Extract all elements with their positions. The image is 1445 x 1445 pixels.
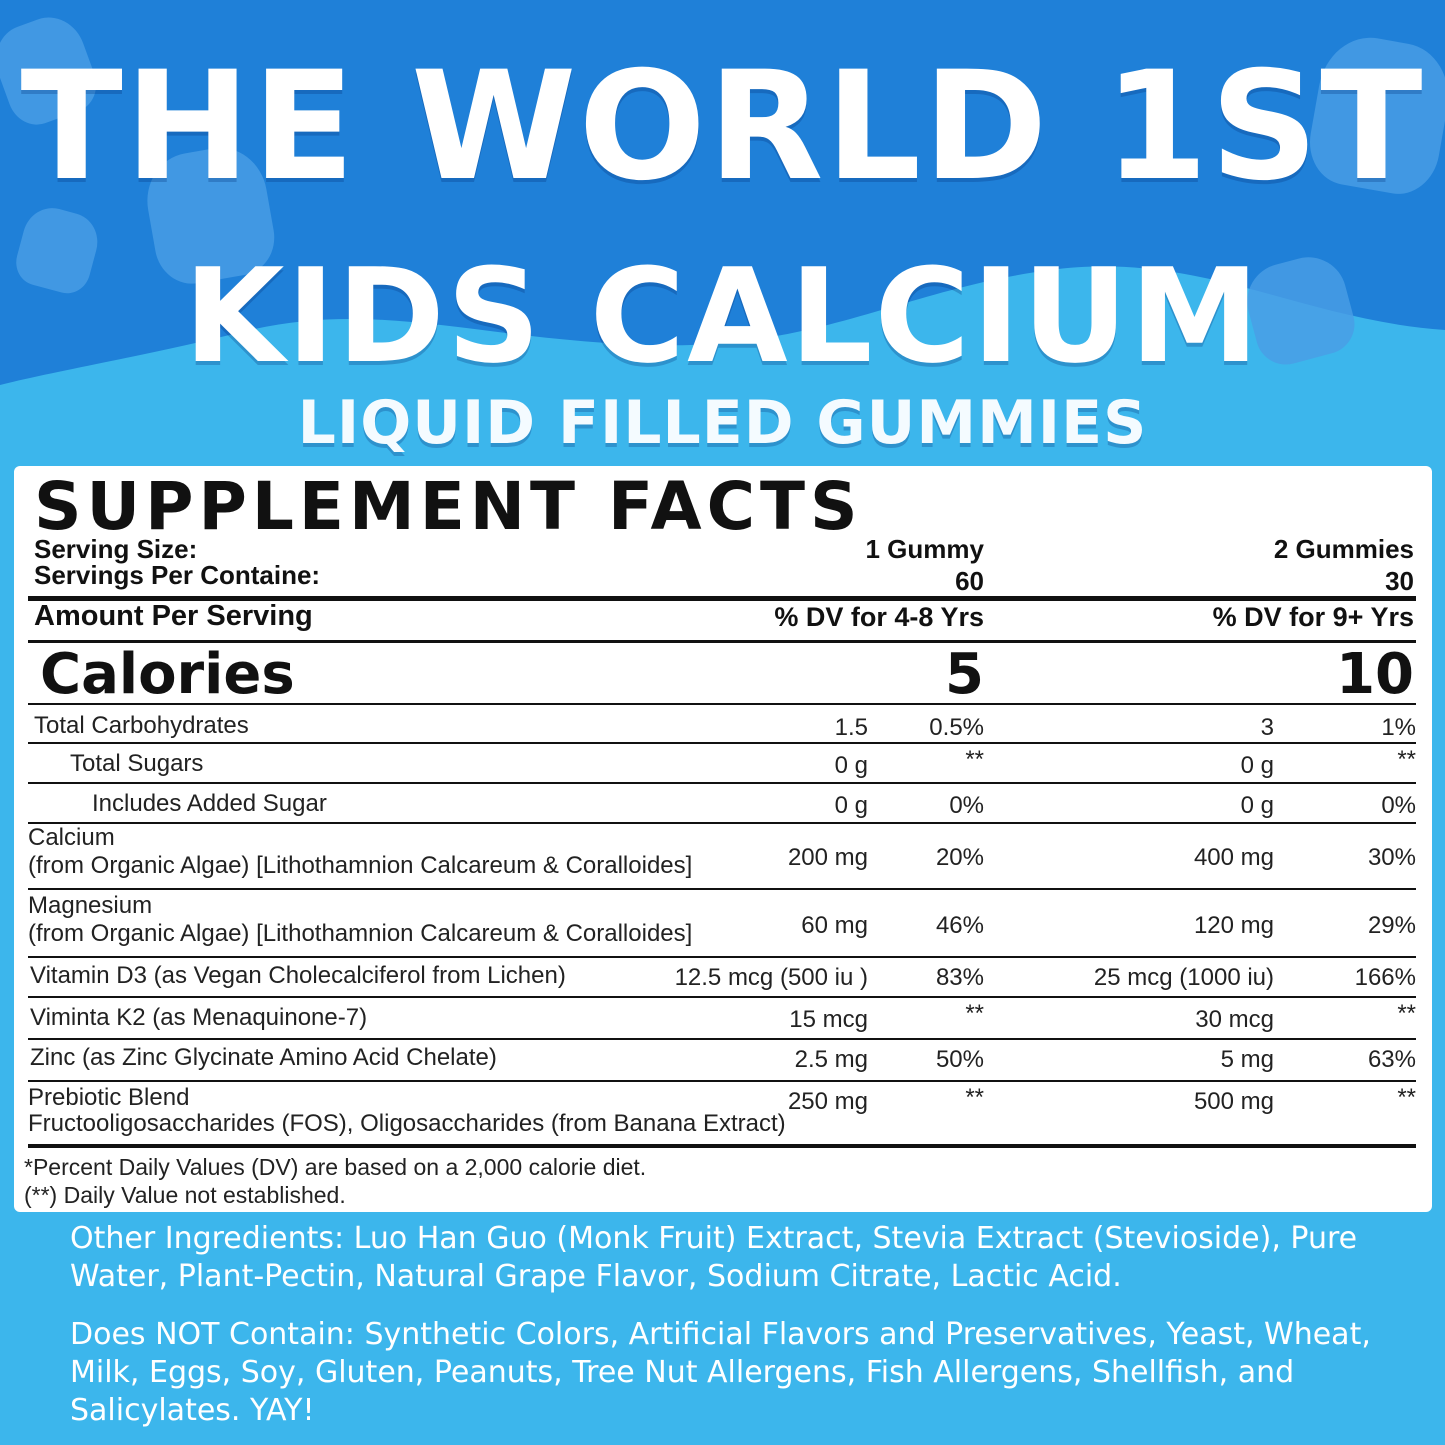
nutrient-source: Fructooligosaccharides (FOS), Oligosacch… (28, 1110, 786, 1137)
dv-col1: ** (965, 1000, 984, 1027)
divider (28, 888, 1416, 890)
dv-col1: 46% (935, 912, 984, 939)
dv-col2: 1% (1381, 714, 1416, 741)
nutrient-source: (from Organic Algae) [Lithothamnion Calc… (28, 920, 693, 947)
calories-col2: 10 (1336, 642, 1414, 707)
amount-col1: 0 g (834, 792, 868, 819)
nutrient-name: Total Carbohydrates (34, 712, 249, 739)
nutrient-name: Prebiotic Blend (28, 1084, 190, 1111)
dv-col2: ** (1397, 1084, 1416, 1111)
divider (28, 640, 1416, 643)
nutrient-row: Includes Added Sugar 0 g 0% 0 g 0% (14, 784, 1432, 824)
footnote-dv: *Percent Daily Values (DV) are based on … (24, 1154, 647, 1180)
nutrient-name: Magnesium (28, 892, 153, 919)
nutrient-source: (from Organic Algae) [Lithothamnion Calc… (28, 852, 693, 879)
serving-size-col2: 2 Gummies (1273, 534, 1414, 564)
amount-col1: 15 mcg (789, 1006, 868, 1033)
amount-col2: 30 mcg (1195, 1006, 1274, 1033)
dv-col1: 83% (935, 964, 984, 991)
dv-header-col1: % DV for 4-8 Yrs (774, 602, 984, 632)
nutrient-row: Prebiotic Blend Fructooligosaccharides (F… (14, 1082, 1432, 1144)
does-not-contain: Does NOT Contain: Synthetic Colors, Arti… (70, 1317, 1371, 1428)
nutrient-name: Viminta K2 (as Menaquinone-7) (30, 1004, 368, 1031)
amount-col1: 12.5 mcg (500 iu ) (674, 964, 868, 991)
serving-size-col1: 1 Gummy (865, 534, 985, 564)
servings-col2: 30 (1385, 566, 1414, 596)
dv-col2: 30% (1367, 844, 1416, 871)
amount-col2: 0 g (1240, 792, 1274, 819)
divider (28, 956, 1416, 958)
amount-col1: 0 g (834, 752, 868, 779)
headline-line-1: THE WORLD 1ST (20, 40, 1425, 214)
amount-col1: 60 mg (801, 912, 868, 939)
servings-per-container-label: Servings Per Containe: (34, 560, 321, 590)
amount-col2: 3 (1260, 714, 1274, 741)
nutrient-name: Zinc (as Zinc Glycinate Amino Acid Chela… (30, 1044, 497, 1071)
dv-col2: ** (1397, 746, 1416, 773)
dv-col1: 0% (949, 792, 984, 819)
amount-per-serving-label: Amount Per Serving (34, 600, 313, 632)
dv-col2: 29% (1367, 912, 1416, 939)
amount-col2: 400 mg (1193, 844, 1274, 871)
divider (28, 742, 1416, 744)
amount-col1: 200 mg (787, 844, 868, 871)
supplement-facts-panel: SUPPLEMENT FACTS Serving Size: Servings … (14, 466, 1432, 1212)
dv-col1: ** (965, 746, 984, 773)
divider (28, 1038, 1416, 1040)
dv-col1: 0.5% (929, 714, 984, 741)
servings-col1: 60 (955, 566, 984, 596)
other-ingredients: Other Ingredients: Luo Han Guo (Monk Fru… (70, 1221, 1358, 1294)
nutrient-row: Total Carbohydrates 1.5 0.5% 3 1% (14, 706, 1432, 744)
divider (28, 822, 1416, 824)
divider (28, 996, 1416, 998)
dv-col2: 166% (1354, 964, 1416, 991)
dv-col1: 20% (935, 844, 984, 871)
nutrient-name: Calcium (28, 824, 115, 851)
dv-col2: ** (1397, 1000, 1416, 1027)
divider (28, 596, 1416, 601)
nutrient-row: Zinc (as Zinc Glycinate Amino Acid Chela… (14, 1038, 1432, 1082)
headline-line-2: KIDS CALCIUM (183, 240, 1262, 392)
dv-col2: 0% (1381, 792, 1416, 819)
nutrient-name: Vitamin D3 (as Vegan Cholecalciferol fro… (30, 962, 566, 989)
wave-background (0, 0, 1445, 385)
amount-col2: 25 mcg (1000 iu) (1093, 964, 1274, 991)
amount-col1: 2.5 mg (794, 1046, 868, 1073)
serving-size-label: Serving Size: (34, 534, 198, 564)
headline-line-3: LIQUID FILLED GUMMIES (297, 388, 1148, 458)
footnote-not-established: (**) Daily Value not established. (24, 1182, 346, 1208)
dv-col2: 63% (1367, 1046, 1416, 1073)
nutrient-row: Magnesium (from Organic Algae) [Lithotham… (14, 890, 1432, 958)
calories-label: Calories (40, 642, 295, 707)
amount-col2: 0 g (1240, 752, 1274, 779)
amount-col2: 5 mg (1220, 1046, 1274, 1073)
nutrient-row: Viminta K2 (as Menaquinone-7) 15 mcg ** 30 … (14, 998, 1432, 1040)
nutrient-name: Includes Added Sugar (92, 790, 327, 817)
nutrient-row: Vitamin D3 (as Vegan Cholecalciferol fro… (14, 956, 1432, 998)
calories-col1: 5 (945, 642, 984, 707)
dv-col1: ** (965, 1084, 984, 1111)
amount-col1: 1.5 (834, 714, 868, 741)
nutrient-name: Total Sugars (70, 750, 204, 777)
divider-thick (28, 1144, 1416, 1148)
nutrient-row: Calcium (from Organic Algae) [Lithothamni… (14, 822, 1432, 890)
amount-col2: 500 mg (1193, 1088, 1274, 1115)
divider (28, 1080, 1416, 1082)
amount-col1: 250 mg (787, 1088, 868, 1115)
dv-col1: 50% (935, 1046, 984, 1073)
divider (28, 703, 1416, 705)
facts-title: SUPPLEMENT FACTS (34, 468, 863, 545)
dv-header-col2: % DV for 9+ Yrs (1212, 602, 1414, 632)
divider (28, 782, 1416, 784)
amount-col2: 120 mg (1193, 912, 1274, 939)
nutrient-row: Total Sugars 0 g ** 0 g ** (14, 744, 1432, 784)
